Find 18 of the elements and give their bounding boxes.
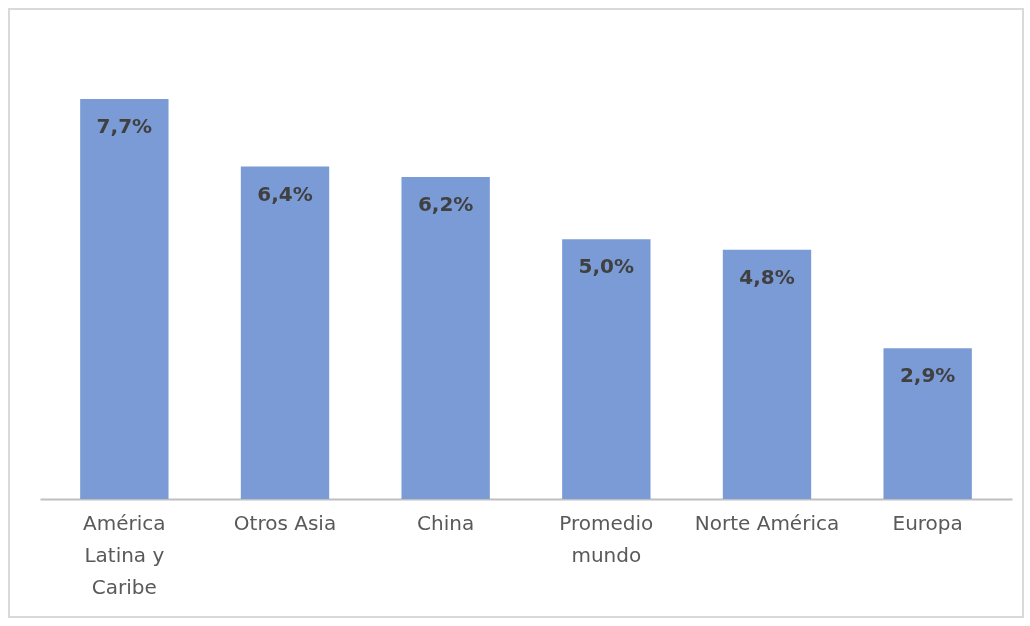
data-label: 6,2% — [417, 191, 474, 216]
x-tick-label: América Latina y Caribe — [83, 510, 166, 599]
bar — [722, 249, 812, 499]
x-tick-label: Norte América — [694, 510, 840, 535]
data-label: 4,8% — [739, 264, 795, 289]
bar — [883, 348, 972, 499]
x-tick-label: Otros Asia — [233, 510, 337, 535]
bar — [401, 176, 490, 499]
data-label: 6,4% — [257, 181, 313, 206]
data-label: 5,0% — [578, 254, 635, 279]
bar — [562, 239, 651, 499]
data-label: 7,7% — [96, 114, 153, 138]
x-tick-label: China — [417, 510, 475, 535]
data-label: 2,9% — [899, 363, 956, 388]
x-tick-label: Europa — [892, 510, 963, 535]
x-tick-label: Promedio mundo — [559, 510, 654, 567]
bar — [80, 99, 169, 499]
bar — [240, 166, 330, 499]
